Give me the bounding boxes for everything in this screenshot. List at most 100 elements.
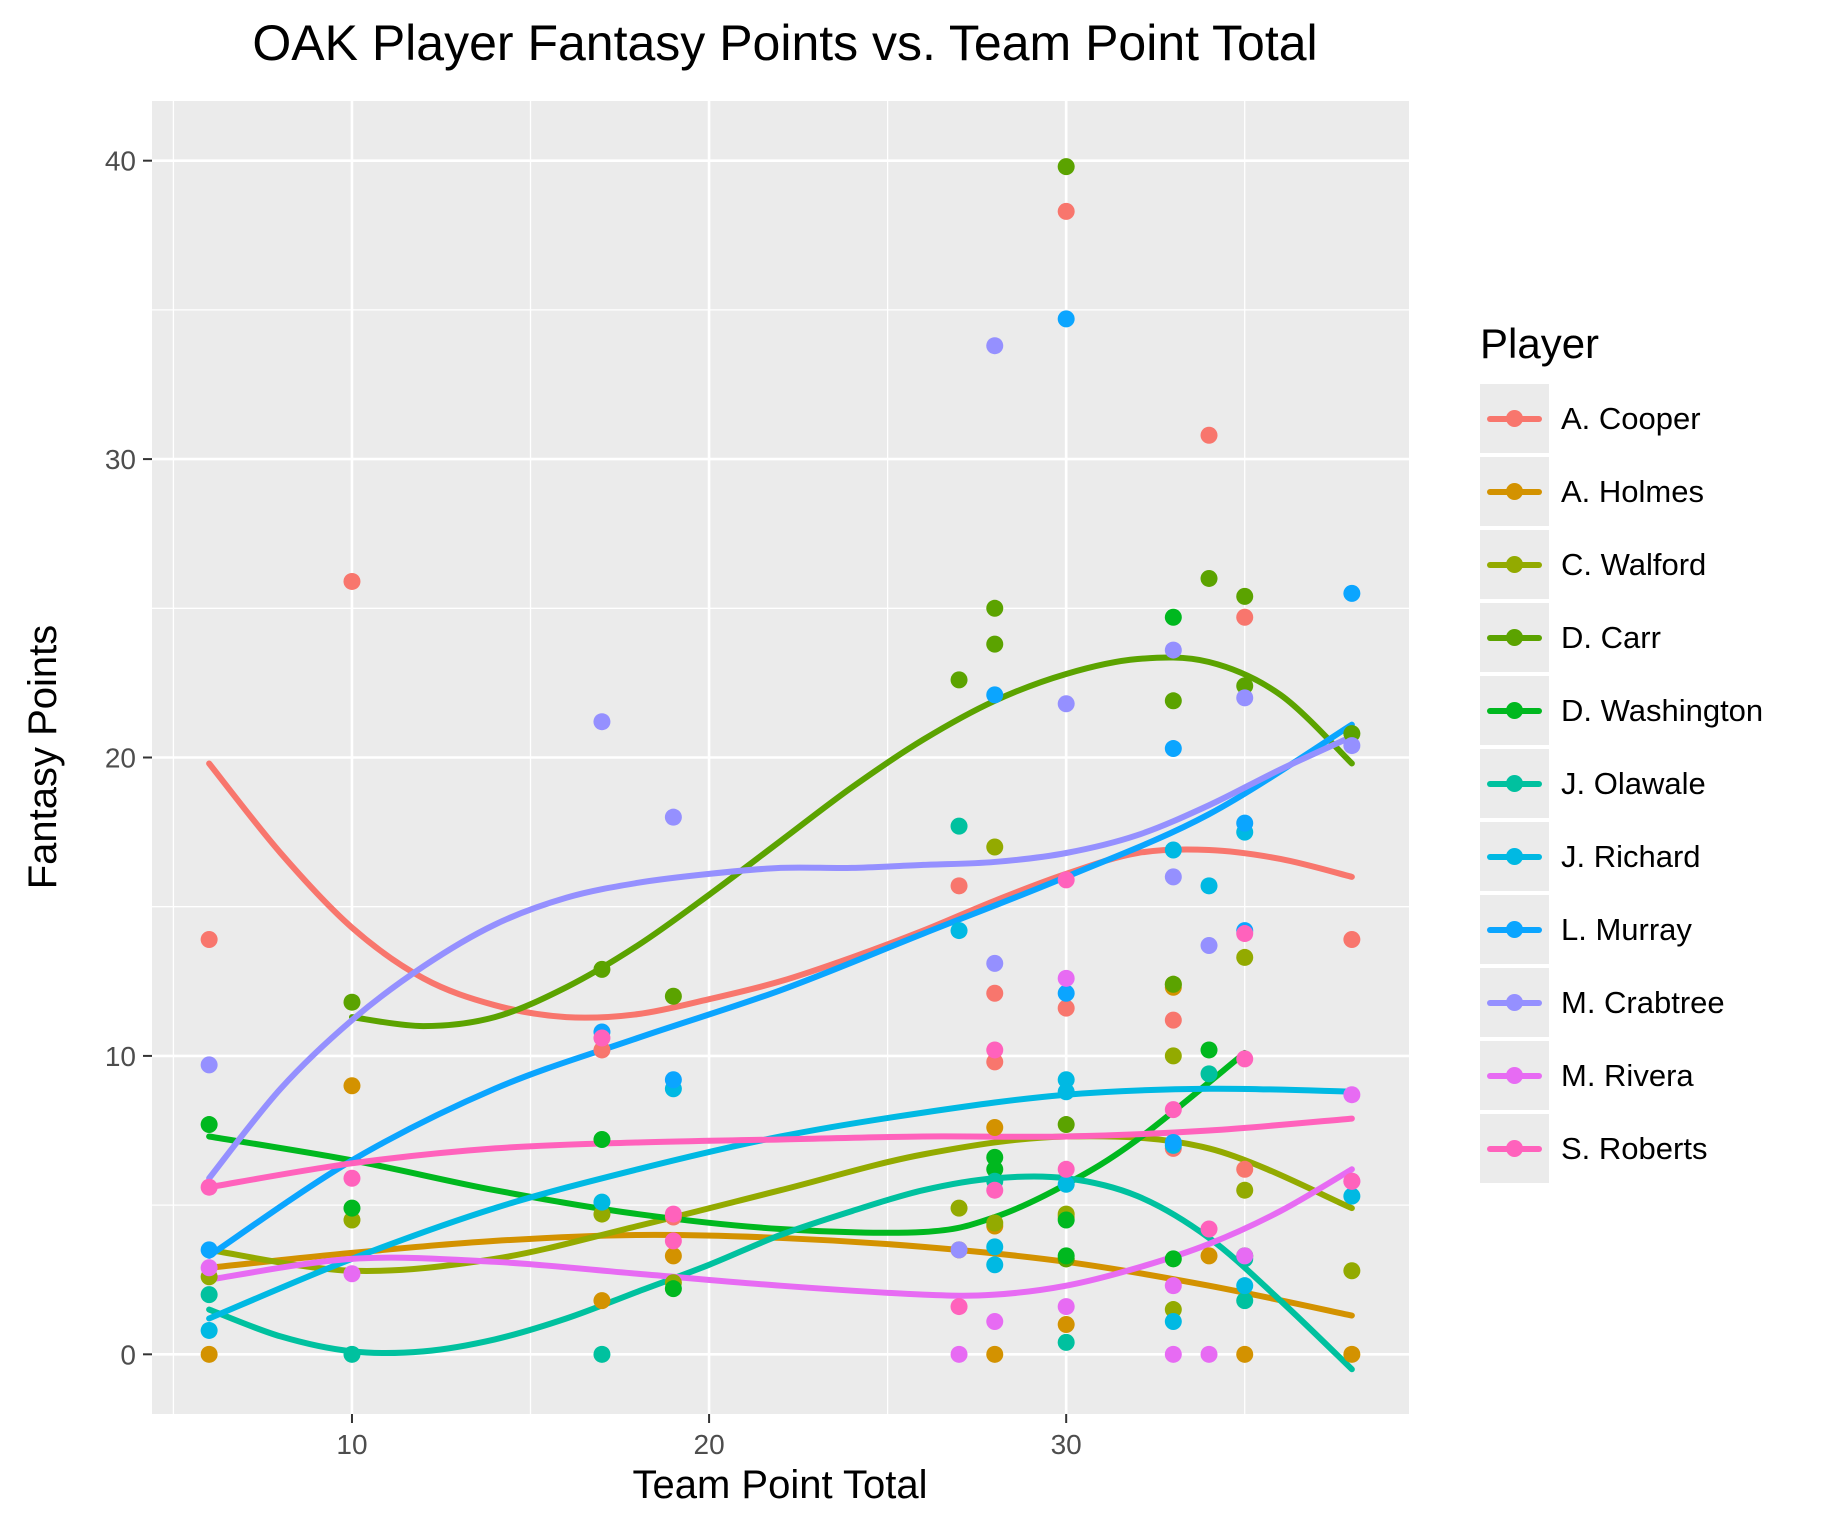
legend-label: A. Cooper bbox=[1561, 400, 1701, 436]
data-point bbox=[593, 713, 611, 731]
legend-item: S. Roberts bbox=[1480, 1112, 1763, 1185]
data-point bbox=[1236, 1160, 1254, 1178]
data-point bbox=[1343, 1187, 1361, 1205]
legend-item: A. Holmes bbox=[1480, 455, 1763, 528]
data-point bbox=[1057, 695, 1075, 713]
legend-label: J. Richard bbox=[1561, 838, 1701, 874]
data-point bbox=[200, 1116, 218, 1134]
data-point bbox=[1057, 1083, 1075, 1101]
data-point bbox=[1057, 999, 1075, 1017]
data-point bbox=[1164, 1133, 1182, 1151]
data-point bbox=[593, 1029, 611, 1047]
data-point bbox=[986, 1214, 1004, 1232]
data-point bbox=[1236, 1292, 1254, 1310]
data-point bbox=[1164, 608, 1182, 626]
legend-items: A. Cooper A. Holmes C. Walford D. Carr D. Wa… bbox=[1480, 382, 1763, 1185]
legend-item: D. Carr bbox=[1480, 601, 1763, 674]
legend-key bbox=[1480, 1114, 1549, 1183]
data-point bbox=[664, 1247, 682, 1265]
data-point bbox=[343, 1345, 361, 1363]
legend-label: J. Olawale bbox=[1561, 765, 1706, 801]
legend-label: M. Rivera bbox=[1561, 1057, 1694, 1093]
smooth-line bbox=[206, 1166, 1355, 1299]
y-tick-label: 0 bbox=[120, 1339, 136, 1370]
data-point bbox=[1057, 1247, 1075, 1265]
data-point bbox=[200, 1178, 218, 1196]
data-point bbox=[1164, 1345, 1182, 1363]
legend-key-dot bbox=[1506, 848, 1523, 865]
data-point bbox=[593, 1041, 611, 1059]
data-point bbox=[986, 1238, 1004, 1256]
data-point bbox=[986, 1119, 1004, 1137]
data-point bbox=[950, 1241, 968, 1259]
data-point bbox=[986, 1053, 1004, 1071]
smooth-line bbox=[206, 733, 1355, 1182]
legend-label: A. Holmes bbox=[1561, 473, 1704, 509]
data-point bbox=[593, 1292, 611, 1310]
legend-key bbox=[1480, 1041, 1549, 1110]
data-point bbox=[1236, 1050, 1254, 1068]
legend-key bbox=[1480, 749, 1549, 818]
data-point bbox=[1200, 1220, 1218, 1238]
data-point bbox=[986, 1312, 1004, 1330]
data-point bbox=[1164, 841, 1182, 859]
data-point bbox=[1057, 1160, 1075, 1178]
legend-key bbox=[1480, 457, 1549, 526]
legend-key-dot bbox=[1506, 410, 1523, 427]
data-point bbox=[1057, 1175, 1075, 1193]
legend-key-dot bbox=[1506, 921, 1523, 938]
data-point bbox=[986, 1181, 1004, 1199]
data-point bbox=[1200, 426, 1218, 444]
legend-item: C. Walford bbox=[1480, 528, 1763, 601]
x-tick-label: 20 bbox=[694, 1429, 725, 1460]
axes: 10 20 30 0 10 20 30 40 bbox=[105, 146, 1082, 1460]
data-point bbox=[986, 686, 1004, 704]
data-point bbox=[593, 1130, 611, 1148]
data-point bbox=[1343, 1262, 1361, 1280]
smooth-line bbox=[206, 1173, 1355, 1373]
smooth-lines bbox=[206, 654, 1355, 1373]
x-tick-label: 30 bbox=[1051, 1429, 1082, 1460]
data-point bbox=[1200, 1247, 1218, 1265]
legend-key bbox=[1480, 603, 1549, 672]
legend-key bbox=[1480, 968, 1549, 1037]
data-point bbox=[950, 671, 968, 689]
legend-item: M. Rivera bbox=[1480, 1039, 1763, 1112]
data-point bbox=[950, 1199, 968, 1217]
data-point bbox=[200, 1286, 218, 1304]
data-point bbox=[1236, 1247, 1254, 1265]
data-point bbox=[1164, 1101, 1182, 1119]
data-point bbox=[1164, 641, 1182, 659]
legend-key-dot bbox=[1506, 1067, 1523, 1084]
data-point bbox=[1164, 1301, 1182, 1319]
data-point bbox=[1057, 1116, 1075, 1134]
data-point bbox=[593, 1193, 611, 1211]
data-point bbox=[1057, 202, 1075, 220]
data-point bbox=[343, 1211, 361, 1229]
data-point bbox=[1164, 868, 1182, 886]
data-point bbox=[986, 337, 1004, 355]
legend: Player A. Cooper A. Holmes C. Walford D. Ca… bbox=[1480, 320, 1763, 1185]
data-point bbox=[1057, 1211, 1075, 1229]
data-point bbox=[1057, 158, 1075, 176]
data-point bbox=[343, 993, 361, 1011]
data-point bbox=[1164, 975, 1182, 993]
data-point bbox=[1236, 587, 1254, 605]
legend-key bbox=[1480, 530, 1549, 599]
data-point bbox=[986, 1345, 1004, 1363]
data-point bbox=[343, 1077, 361, 1095]
data-point bbox=[200, 1056, 218, 1074]
data-point bbox=[1164, 1250, 1182, 1268]
data-point bbox=[664, 808, 682, 826]
data-point bbox=[200, 931, 218, 949]
legend-item: A. Cooper bbox=[1480, 382, 1763, 455]
data-point bbox=[593, 960, 611, 978]
legend-label: S. Roberts bbox=[1561, 1130, 1708, 1166]
data-point bbox=[1200, 877, 1218, 895]
data-point bbox=[200, 1321, 218, 1339]
legend-label: D. Washington bbox=[1561, 692, 1764, 728]
data-point bbox=[1236, 1345, 1254, 1363]
data-point bbox=[986, 838, 1004, 856]
data-point bbox=[343, 1199, 361, 1217]
data-point bbox=[1343, 1345, 1361, 1363]
